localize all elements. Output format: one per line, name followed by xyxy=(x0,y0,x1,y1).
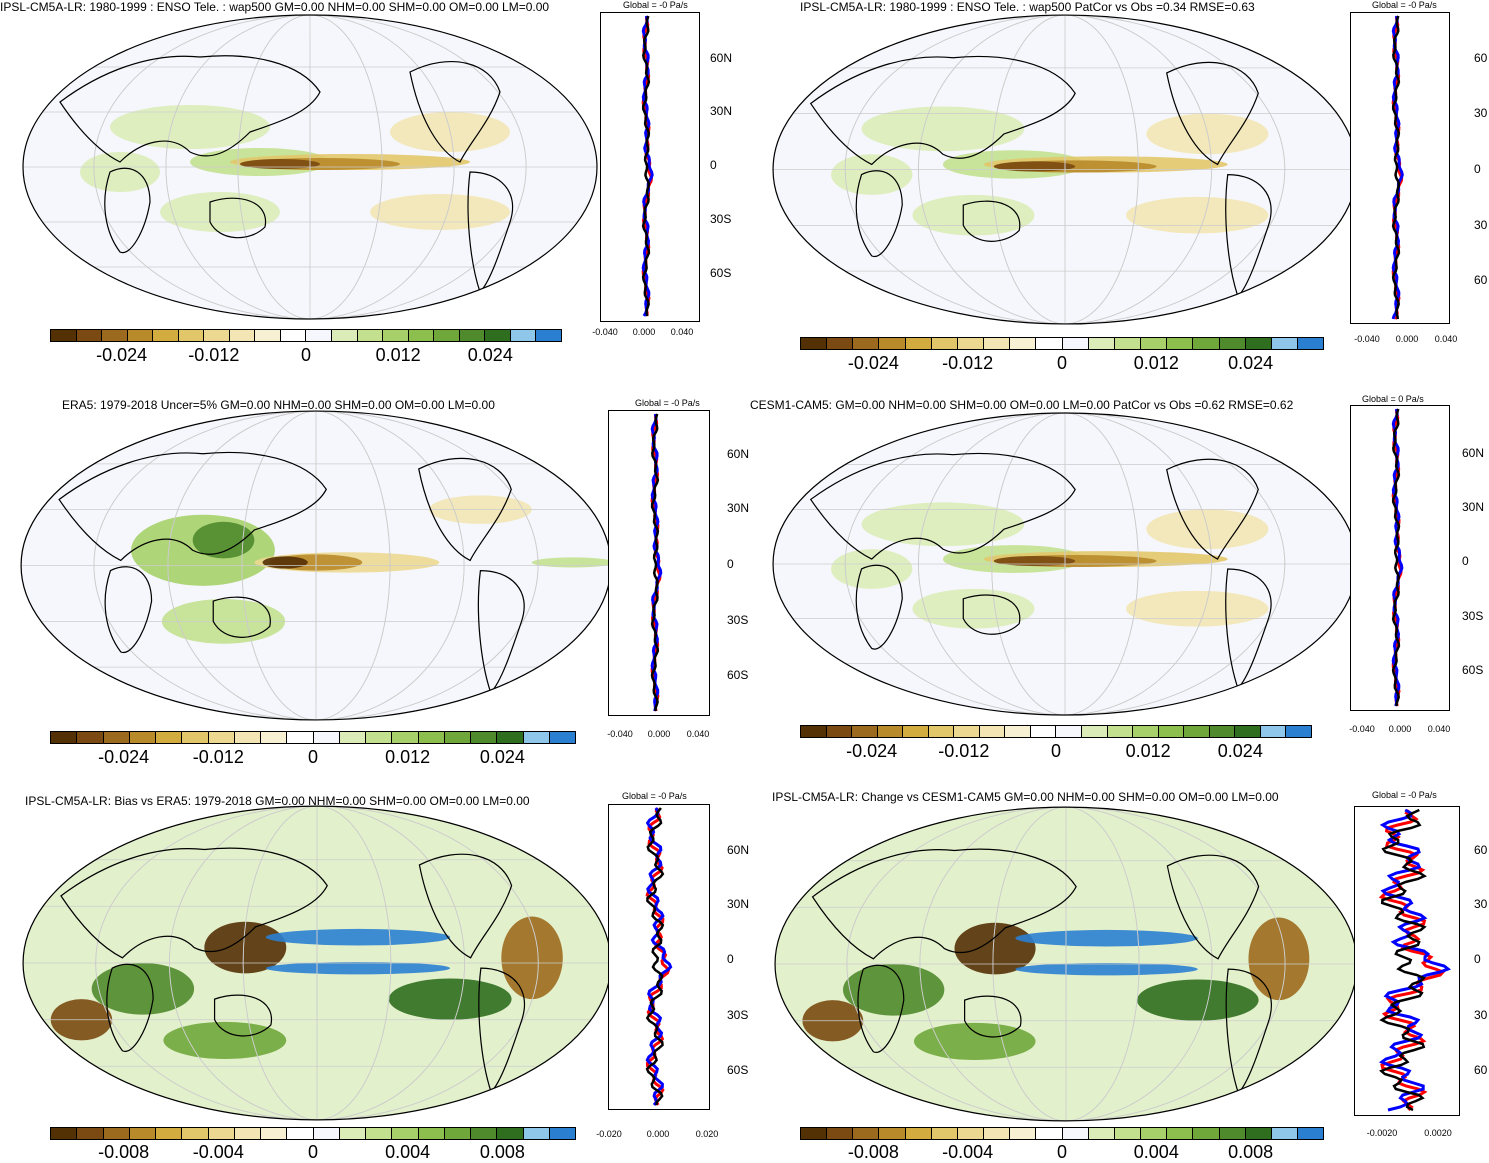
lat-label: 30N xyxy=(727,501,749,515)
world-map xyxy=(770,410,1360,718)
world-map xyxy=(18,408,614,723)
profile-title: Global = -0 Pa/s xyxy=(623,0,688,10)
x-tick: 0.040 xyxy=(671,327,694,337)
x-tick: 0.020 xyxy=(696,1129,719,1139)
lat-label: 60S xyxy=(727,668,748,682)
lat-label: 0 xyxy=(710,158,717,172)
zonal-mean-profile xyxy=(608,410,710,716)
colorbar xyxy=(50,329,562,342)
lat-label: 30 xyxy=(1474,218,1487,232)
lat-label: 0 xyxy=(1462,554,1469,568)
world-map xyxy=(20,12,600,322)
x-tick: -0.040 xyxy=(592,327,618,337)
lat-label: 0 xyxy=(1474,952,1481,966)
colorbar xyxy=(50,1127,576,1140)
lat-label: 60N xyxy=(727,843,749,857)
lat-label: 0 xyxy=(727,952,734,966)
x-tick: -0.020 xyxy=(596,1129,622,1139)
lat-label: 30 xyxy=(1474,1008,1487,1022)
colorbar xyxy=(50,731,576,744)
x-tick: 0.040 xyxy=(1428,724,1451,734)
colorbar xyxy=(800,725,1312,738)
x-tick: 0.000 xyxy=(633,327,656,337)
lat-label: 30S xyxy=(710,212,731,226)
panel-title: IPSL-CM5A-LR: Change vs CESM1-CAM5 GM=0.… xyxy=(772,790,1279,804)
world-map xyxy=(20,803,614,1123)
profile-title: Global = 0 Pa/s xyxy=(1362,394,1424,404)
x-tick: 0.000 xyxy=(1396,334,1419,344)
lat-label: 30S xyxy=(1462,609,1483,623)
x-tick: 0.040 xyxy=(1435,334,1458,344)
world-map xyxy=(772,804,1360,1124)
lat-label: 60S xyxy=(727,1063,748,1077)
x-tick: -0.040 xyxy=(1349,724,1375,734)
x-tick: -0.040 xyxy=(607,729,633,739)
x-tick: 0.040 xyxy=(687,729,710,739)
x-tick: 0.000 xyxy=(1389,724,1412,734)
zonal-mean-profile xyxy=(1350,405,1450,711)
lat-label: 60 xyxy=(1474,843,1487,857)
x-tick: 0.0020 xyxy=(1424,1128,1452,1138)
lat-label: 30N xyxy=(727,897,749,911)
x-tick: -0.040 xyxy=(1354,334,1380,344)
profile-title: Global = -0 Pa/s xyxy=(622,791,687,801)
profile-title: Global = -0 Pa/s xyxy=(635,398,700,408)
lat-label: 30N xyxy=(710,104,732,118)
x-tick: 0.000 xyxy=(647,1129,670,1139)
profile-title: Global = -0 Pa/s xyxy=(1372,0,1437,10)
lat-label: 60 xyxy=(1474,51,1487,65)
lat-label: 0 xyxy=(1474,162,1481,176)
lat-label: 60 xyxy=(1474,273,1487,287)
colorbar xyxy=(800,337,1324,350)
lat-label: 0 xyxy=(727,557,734,571)
lat-label: 60S xyxy=(710,266,731,280)
profile-title: Global = -0 Pa/s xyxy=(1372,790,1437,800)
zonal-mean-profile xyxy=(1354,806,1460,1116)
lat-label: 60N xyxy=(727,447,749,461)
lat-label: 60N xyxy=(1462,446,1484,460)
lat-label: 30N xyxy=(1462,500,1484,514)
zonal-mean-profile xyxy=(600,12,700,322)
zonal-mean-profile xyxy=(1350,12,1450,324)
lat-label: 30S xyxy=(727,613,748,627)
lat-label: 60 xyxy=(1474,1063,1487,1077)
world-map xyxy=(770,12,1360,327)
colorbar xyxy=(800,1127,1324,1140)
lat-label: 60N xyxy=(710,51,732,65)
lat-label: 30 xyxy=(1474,106,1487,120)
x-tick: -0.0020 xyxy=(1367,1128,1398,1138)
lat-label: 30 xyxy=(1474,897,1487,911)
lat-label: 30S xyxy=(727,1008,748,1022)
lat-label: 60S xyxy=(1462,663,1483,677)
x-tick: 0.000 xyxy=(648,729,671,739)
zonal-mean-profile xyxy=(608,804,710,1110)
